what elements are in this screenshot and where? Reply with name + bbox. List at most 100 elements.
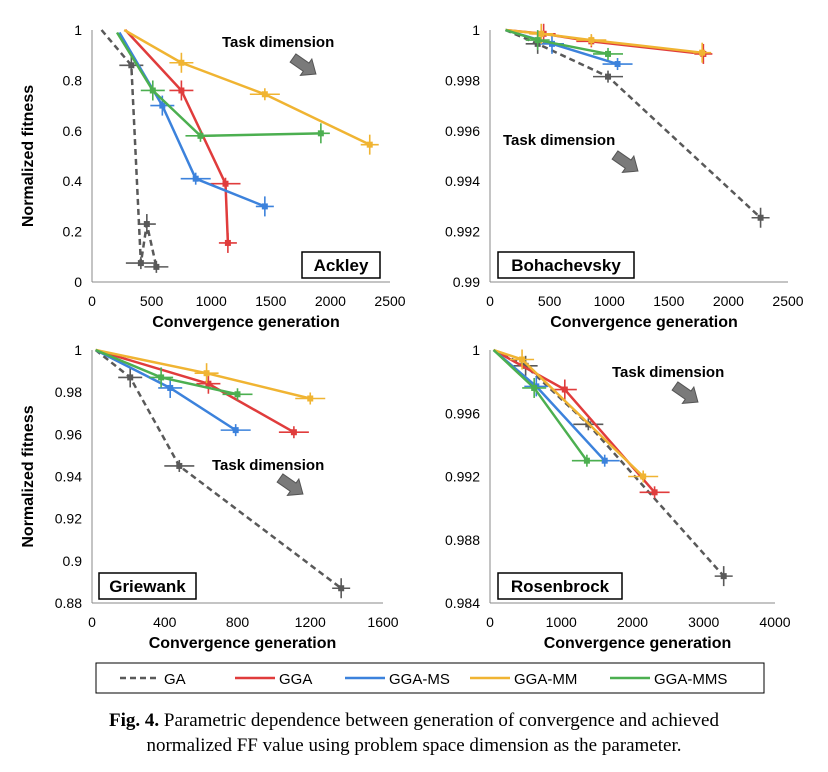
task-dimension-arrow-icon xyxy=(611,150,639,173)
caption-line-2: normalized FF value using problem space … xyxy=(0,733,828,758)
data-point xyxy=(593,70,624,83)
x-tick-label: 1600 xyxy=(367,614,398,630)
arrow-shape xyxy=(276,473,304,496)
data-point xyxy=(118,367,143,388)
series-gga-mms xyxy=(115,31,330,144)
x-tick-label: 0 xyxy=(88,614,96,630)
data-point xyxy=(169,80,194,101)
chart-title: Ackley xyxy=(314,256,369,275)
series-gga-mms xyxy=(492,349,602,467)
x-tick-label: 2000 xyxy=(713,293,744,309)
point-marker xyxy=(640,473,647,480)
x-tick-label: 800 xyxy=(226,614,250,630)
x-tick-label: 400 xyxy=(153,614,177,630)
data-point xyxy=(144,260,169,273)
data-point xyxy=(140,80,165,101)
series-gga-mm xyxy=(95,348,326,405)
x-tick-label: 0 xyxy=(88,293,96,309)
point-marker xyxy=(605,50,612,57)
series-gga-mm xyxy=(505,23,712,63)
data-point xyxy=(218,232,237,253)
x-tick-label: 1200 xyxy=(295,614,326,630)
figure-canvas: 00.20.40.60.810 500 1000 1500 2000 2500Conver… xyxy=(20,22,804,694)
data-point xyxy=(510,349,535,370)
data-point xyxy=(576,34,607,47)
y-tick-label: 0.984 xyxy=(445,595,480,611)
point-marker xyxy=(176,462,183,469)
y-tick-label: 1 xyxy=(472,22,480,38)
point-marker xyxy=(127,374,134,381)
y-tick-label: 0.994 xyxy=(445,173,480,189)
figure-caption: Fig. 4. Parametric dependence between ge… xyxy=(0,708,828,758)
annotation-text: Task dimension xyxy=(503,132,615,149)
legend-box xyxy=(95,662,765,694)
series-ga xyxy=(505,28,770,228)
task-dimension-arrow-icon xyxy=(276,473,304,496)
series-ga xyxy=(493,348,733,587)
y-tick-label: 0.988 xyxy=(445,532,480,548)
x-tick-label: 2500 xyxy=(772,293,803,309)
data-point xyxy=(693,42,712,63)
x-tick-label: 2000 xyxy=(617,614,648,630)
x-tick-label: 2000 xyxy=(315,293,346,309)
x-tick-label: 1000 xyxy=(594,293,625,309)
legend-label-ga: GA xyxy=(164,671,186,688)
data-point xyxy=(525,30,550,51)
arrow-shape xyxy=(289,53,317,76)
series-gga-ms xyxy=(95,348,251,437)
legend: GA GGA GGA-MS GGA-MM GGA-MMS xyxy=(95,662,765,694)
data-point xyxy=(552,379,577,400)
point-marker xyxy=(192,175,199,182)
point-marker xyxy=(153,263,160,270)
point-marker xyxy=(205,380,212,387)
chart-title: Griewank xyxy=(109,577,186,596)
x-axis-label: Convergence generation xyxy=(544,635,732,652)
x-axis-label: Convergence generation xyxy=(149,635,337,652)
point-marker xyxy=(651,489,658,496)
data-point xyxy=(196,373,221,394)
y-axis-label: Normalized fitness xyxy=(20,405,37,547)
point-marker xyxy=(338,585,345,592)
y-tick-label: 1 xyxy=(74,342,82,358)
data-point xyxy=(149,367,174,388)
y-tick-label: 0.88 xyxy=(55,595,82,611)
point-marker xyxy=(534,37,541,44)
data-point xyxy=(278,426,309,439)
task-dimension-arrow-icon xyxy=(671,381,699,404)
point-marker xyxy=(720,573,727,580)
x-tick-label: 1000 xyxy=(196,293,227,309)
chart-title: Bohachevsky xyxy=(511,256,621,275)
y-tick-label: 0 xyxy=(74,274,82,290)
x-tick-label: 3000 xyxy=(688,614,719,630)
data-point xyxy=(332,578,351,599)
point-marker xyxy=(366,141,373,148)
chart-panel-rosenbrock: 0.984 0.988 0.992 0.996 1 0 1000 2000 3000 4000 Co… xyxy=(445,342,791,652)
y-tick-label: 0.992 xyxy=(445,469,480,485)
point-marker xyxy=(234,391,241,398)
data-point xyxy=(628,470,659,483)
data-point xyxy=(137,214,156,235)
point-marker xyxy=(167,384,174,391)
point-marker xyxy=(561,386,568,393)
point-marker xyxy=(538,30,545,37)
y-tick-label: 0.996 xyxy=(445,123,480,139)
data-point xyxy=(180,172,211,185)
x-tick-label: 2500 xyxy=(374,293,405,309)
series-ga xyxy=(94,349,351,599)
point-marker xyxy=(261,203,268,210)
series-gga xyxy=(95,348,309,439)
point-marker xyxy=(605,73,612,80)
y-tick-label: 0.99 xyxy=(453,274,480,290)
x-tick-label: 4000 xyxy=(759,614,790,630)
chart-panel-bohachevsky: 0.99 0.992 0.994 0.996 0.998 1 0 500 1000 1500 200… xyxy=(445,22,804,331)
x-tick-label: 500 xyxy=(140,293,164,309)
legend-label-gga-ms: GGA-MS xyxy=(389,671,450,688)
point-marker xyxy=(128,62,135,69)
point-marker xyxy=(307,395,314,402)
point-marker xyxy=(158,374,165,381)
y-tick-label: 0.998 xyxy=(445,72,480,88)
point-marker xyxy=(197,132,204,139)
y-tick-label: 0.94 xyxy=(55,469,82,485)
series-gga-mm xyxy=(493,348,659,483)
x-tick-label: 1500 xyxy=(653,293,684,309)
